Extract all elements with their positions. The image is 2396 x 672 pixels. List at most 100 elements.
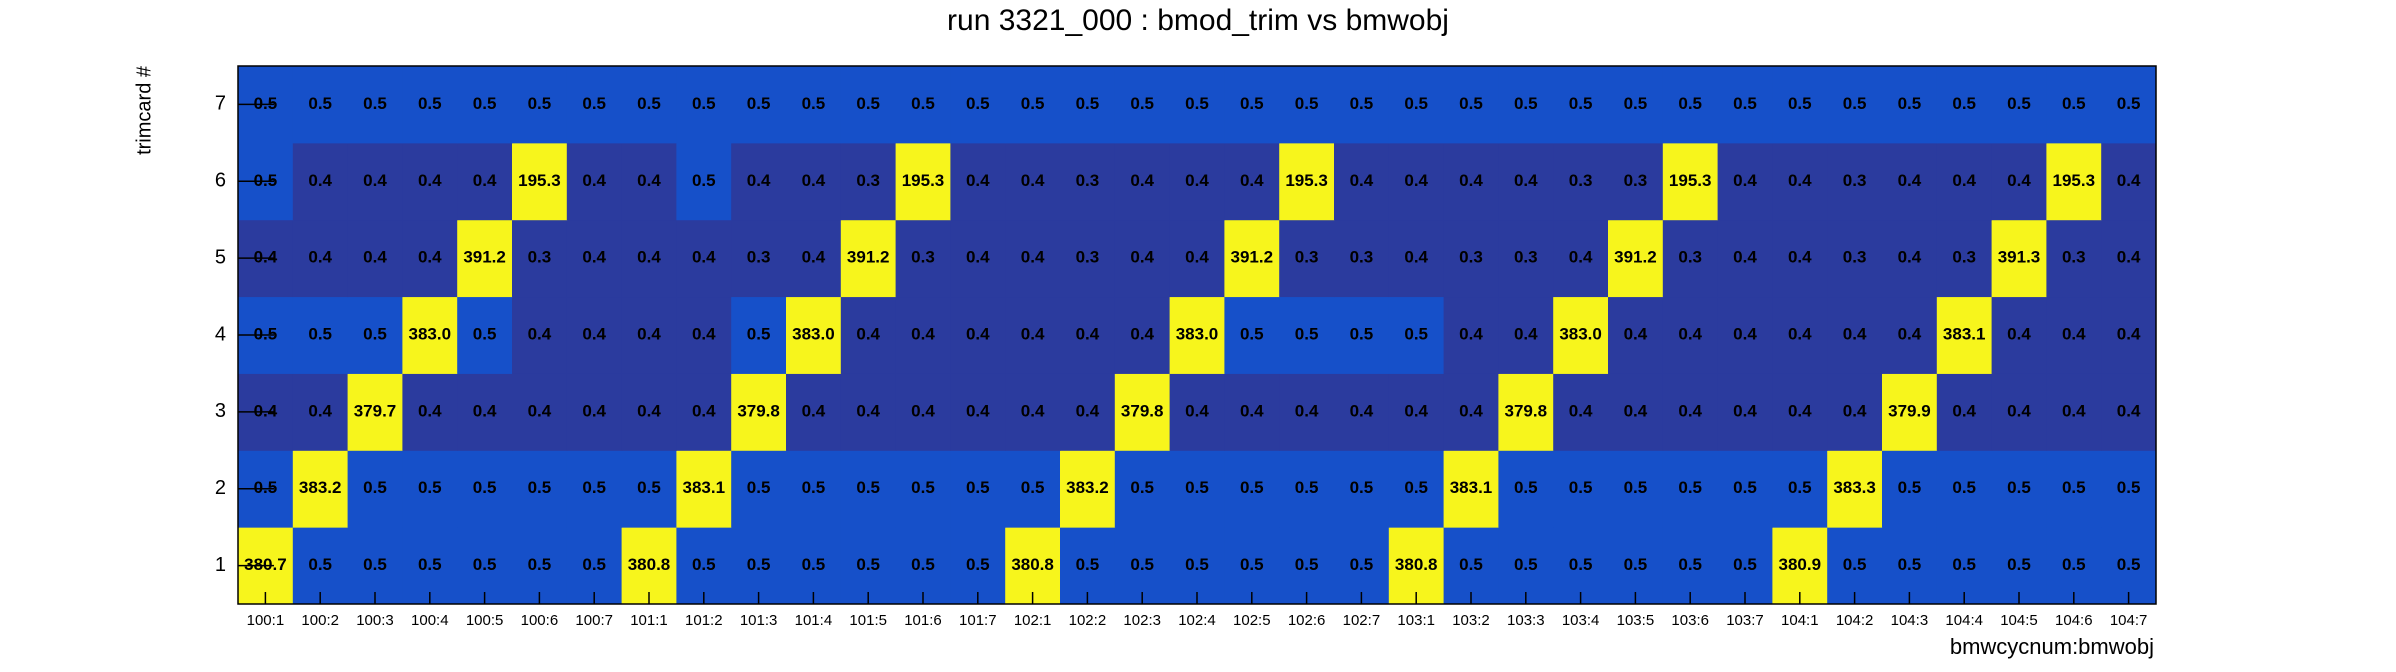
- cell-label: 0.4: [363, 171, 387, 190]
- cell-label: 0.4: [1733, 324, 1757, 343]
- cell: [2046, 142, 2102, 221]
- cell: [402, 219, 458, 298]
- cell: [1882, 527, 1938, 605]
- cell: [786, 219, 842, 298]
- cell-label: 0.3: [1076, 248, 1100, 267]
- cell: [1936, 219, 1993, 298]
- cell: [950, 66, 1006, 144]
- cell-label: 0.4: [1459, 171, 1483, 190]
- cell-label: 0.5: [1350, 94, 1374, 113]
- cell-label: 0.4: [1788, 171, 1812, 190]
- cell-label: 0.4: [1185, 248, 1209, 267]
- y-tick-label: 3: [215, 400, 226, 422]
- cell: [1443, 66, 1499, 144]
- cell-label: 0.5: [1404, 324, 1428, 343]
- cell: [950, 373, 1006, 451]
- cell: [731, 142, 787, 221]
- cell-label: 0.5: [1404, 94, 1428, 113]
- cell-label: 0.4: [747, 171, 771, 190]
- cell: [1334, 142, 1390, 221]
- x-tick-label: 103:4: [1562, 612, 1600, 629]
- cell-label: 383.0: [1176, 324, 1219, 343]
- cell-label: 0.5: [2007, 94, 2031, 113]
- x-tick-label: 104:6: [2055, 612, 2093, 629]
- cell-label: 0.3: [1569, 171, 1593, 190]
- cell: [895, 219, 951, 298]
- cell: [1553, 66, 1609, 144]
- cell-label: 383.0: [409, 324, 452, 343]
- cell-label: 383.0: [792, 324, 835, 343]
- cell: [1991, 373, 2047, 451]
- cell: [1717, 66, 1773, 144]
- cell: [1388, 450, 1445, 528]
- cell-label: 0.5: [473, 555, 497, 574]
- cell: [621, 450, 677, 528]
- cell-label: 0.5: [1240, 478, 1264, 497]
- cell-label: 0.4: [1624, 324, 1648, 343]
- cell-label: 0.5: [1185, 478, 1209, 497]
- cell: [1005, 450, 1061, 528]
- cell: [1936, 450, 1993, 528]
- cell-label: 0.4: [1295, 401, 1319, 420]
- y-tick-label: 1: [215, 554, 226, 576]
- cell: [1443, 450, 1499, 528]
- cell-label: 0.4: [637, 401, 661, 420]
- cell: [731, 373, 787, 451]
- cell: [1060, 66, 1116, 144]
- cell: [1224, 142, 1280, 221]
- cell: [512, 142, 568, 221]
- cell-label: 0.4: [1898, 171, 1922, 190]
- cell-label: 0.5: [418, 555, 442, 574]
- cell: [1169, 450, 1225, 528]
- x-tick-label: 103:2: [1452, 612, 1490, 629]
- cell-label: 0.4: [418, 248, 442, 267]
- cell-label: 383.1: [1943, 324, 1986, 343]
- cell: [1717, 450, 1773, 528]
- cell-label: 0.3: [1843, 171, 1867, 190]
- cell-label: 0.4: [418, 171, 442, 190]
- cell-label: 0.5: [1130, 555, 1154, 574]
- cell: [1882, 296, 1938, 374]
- cell-label: 0.5: [1678, 478, 1702, 497]
- cell: [1827, 142, 1883, 221]
- cell: [1662, 66, 1719, 144]
- cell: [1772, 450, 1828, 528]
- cell-label: 0.4: [1021, 324, 1045, 343]
- cell: [895, 527, 951, 605]
- cell-label: 0.5: [966, 555, 990, 574]
- cell-label: 0.5: [802, 478, 826, 497]
- cell: [1114, 373, 1171, 451]
- y-tick-label: 2: [215, 477, 226, 499]
- cell: [621, 219, 677, 298]
- cell-label: 0.5: [2007, 478, 2031, 497]
- x-tick-label: 104:2: [1836, 612, 1874, 629]
- cell-label: 0.5: [418, 94, 442, 113]
- cell: [347, 527, 403, 605]
- cell-label: 0.4: [254, 401, 278, 420]
- x-tick-label: 100:7: [575, 612, 613, 629]
- cell: [292, 527, 349, 605]
- cell-label: 0.4: [1678, 401, 1702, 420]
- cell-label: 383.2: [299, 478, 342, 497]
- cell-label: 0.4: [582, 248, 606, 267]
- cell-label: 0.4: [802, 401, 826, 420]
- cell-label: 195.3: [902, 171, 945, 190]
- cell: [731, 296, 787, 374]
- cell-label: 0.4: [2117, 401, 2141, 420]
- x-tick-label: 101:4: [795, 612, 833, 629]
- cell-label: 0.4: [1569, 401, 1593, 420]
- cell-label: 0.5: [582, 94, 606, 113]
- cell: [1882, 373, 1938, 451]
- x-tick-label: 102:6: [1288, 612, 1326, 629]
- cell: [1224, 296, 1280, 374]
- cell: [1279, 219, 1335, 298]
- x-tick-label: 104:7: [2110, 612, 2148, 629]
- cell-label: 0.5: [966, 94, 990, 113]
- cell: [2046, 296, 2102, 374]
- cell-label: 0.4: [1733, 401, 1757, 420]
- cell-label: 0.4: [254, 248, 278, 267]
- cell-label: 0.4: [2007, 401, 2031, 420]
- cell-label: 0.5: [1733, 555, 1757, 574]
- cell-label: 0.4: [582, 324, 606, 343]
